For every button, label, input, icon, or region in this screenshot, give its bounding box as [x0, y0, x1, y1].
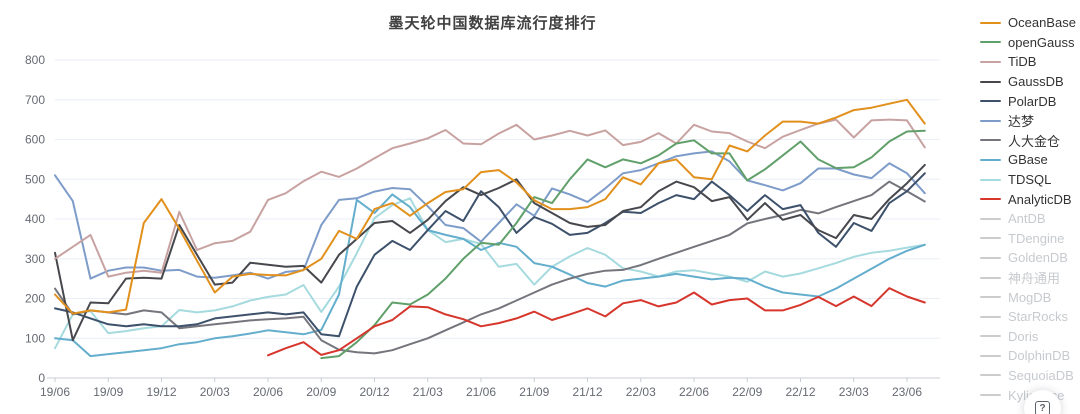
legend-item-openGauss[interactable]: openGauss — [980, 33, 1080, 53]
legend-label: TDSQL — [1008, 172, 1052, 188]
legend-item-达梦[interactable]: 达梦 — [980, 111, 1080, 131]
legend-line-swatch — [980, 354, 1001, 357]
y-axis-tick-label: 0 — [38, 371, 45, 385]
legend-item-TDSQL[interactable]: TDSQL — [980, 170, 1080, 190]
legend-line-swatch — [980, 276, 1001, 279]
legend-line-swatch — [980, 256, 1001, 259]
legend-item-DolphinDB[interactable]: DolphinDB — [980, 346, 1080, 366]
legend-label: PolarDB — [1008, 93, 1057, 109]
legend-line-swatch — [980, 237, 1001, 240]
legend-label: 神舟通用 — [1008, 271, 1061, 287]
series-line-TiDB — [54, 118, 926, 278]
legend-item-TDengine[interactable]: TDengine — [980, 229, 1080, 249]
legend-label: GBase — [1008, 152, 1048, 168]
x-axis-tick-label: 23/06 — [892, 385, 922, 399]
question-mark-icon: ? — [1035, 401, 1050, 414]
legend-line-swatch — [980, 394, 1001, 397]
legend-item-TiDB[interactable]: TiDB — [980, 52, 1080, 72]
legend-item-GoldenDB[interactable]: GoldenDB — [980, 248, 1080, 268]
series-line-达梦 — [54, 150, 926, 280]
y-axis-tick-label: 100 — [25, 331, 45, 345]
series-line-openGauss — [320, 129, 926, 360]
x-axis-tick-label: 19/09 — [93, 385, 123, 399]
x-axis-tick-label: 19/12 — [146, 385, 176, 399]
y-axis-tick-label: 800 — [25, 53, 45, 67]
legend-item-AntDB[interactable]: AntDB — [980, 209, 1080, 229]
x-axis-tick-label: 22/06 — [679, 385, 709, 399]
legend-line-swatch — [980, 119, 1001, 122]
y-axis-tick-label: 200 — [25, 292, 45, 306]
legend-label: Doris — [1008, 328, 1039, 344]
legend-line-swatch — [980, 100, 1001, 103]
x-axis-tick-label: 21/03 — [413, 385, 443, 399]
x-axis-tick-label: 22/03 — [626, 385, 656, 399]
x-axis-tick-label: 22/12 — [785, 385, 815, 399]
legend-item-OceanBase[interactable]: OceanBase — [980, 13, 1080, 33]
x-axis-tick-label: 19/06 — [40, 385, 70, 399]
x-axis-tick-label: 20/03 — [200, 385, 230, 399]
legend-label: OceanBase — [1008, 15, 1076, 31]
series-line-AnalyticDB — [267, 287, 926, 357]
legend-label: SequoiaDB — [1008, 367, 1074, 383]
x-axis-tick-label: 20/12 — [359, 385, 389, 399]
legend-item-AnalyticDB[interactable]: AnalyticDB — [980, 189, 1080, 209]
legend-label: GoldenDB — [1008, 250, 1068, 266]
legend-item-GaussDB[interactable]: GaussDB — [980, 72, 1080, 92]
legend-label: TiDB — [1008, 54, 1037, 70]
legend-line-swatch — [980, 80, 1001, 83]
legend-line-swatch — [980, 178, 1001, 181]
legend-label: openGauss — [1008, 34, 1075, 50]
legend-item-PolarDB[interactable]: PolarDB — [980, 91, 1080, 111]
legend-line-swatch — [980, 198, 1001, 201]
legend-item-人大金仓[interactable]: 人大金仓 — [980, 131, 1080, 151]
legend-line-swatch — [980, 158, 1001, 161]
help-button[interactable]: ? — [1024, 390, 1061, 414]
legend-line-swatch — [980, 41, 1001, 44]
legend-line-swatch — [980, 21, 1001, 24]
legend-label: DolphinDB — [1008, 348, 1071, 364]
legend-item-SequoiaDB[interactable]: SequoiaDB — [980, 366, 1080, 386]
y-axis-tick-label: 700 — [25, 93, 45, 107]
y-axis-tick-label: 500 — [25, 172, 45, 186]
series-line-PolarDB — [54, 172, 926, 338]
legend-label: GaussDB — [1008, 74, 1064, 90]
legend-item-MogDB[interactable]: MogDB — [980, 287, 1080, 307]
legend-label: MogDB — [1008, 289, 1052, 305]
series-line-GBase — [54, 193, 926, 358]
legend-label: 人大金仓 — [1008, 133, 1061, 149]
legend-line-swatch — [980, 60, 1001, 63]
x-axis-tick-label: 23/03 — [839, 385, 869, 399]
series-line-GaussDB — [54, 163, 926, 342]
legend-line-swatch — [980, 315, 1001, 318]
series-line-OceanBase — [54, 98, 926, 315]
legend-label: AnalyticDB — [1008, 191, 1072, 207]
legend-label: StarRocks — [1008, 309, 1068, 325]
legend-label: 达梦 — [1008, 114, 1035, 130]
legend-line-swatch — [980, 296, 1001, 299]
legend-label: TDengine — [1008, 230, 1065, 246]
chart-legend: OceanBase openGauss TiDB GaussDB PolarDB 达梦人大… — [980, 13, 1080, 405]
y-axis-tick-label: 400 — [25, 212, 45, 226]
legend-line-swatch — [980, 374, 1001, 377]
series-line-TDSQL — [54, 197, 926, 350]
legend-item-StarRocks[interactable]: StarRocks — [980, 307, 1080, 327]
x-axis-tick-label: 21/12 — [572, 385, 602, 399]
y-axis-tick-label: 600 — [25, 133, 45, 147]
y-axis-tick-label: 300 — [25, 252, 45, 266]
legend-item-神舟通用[interactable]: 神舟通用 — [980, 268, 1080, 288]
legend-item-GBase[interactable]: GBase — [980, 150, 1080, 170]
legend-line-swatch — [980, 139, 1001, 142]
legend-line-swatch — [980, 217, 1001, 220]
legend-item-Doris[interactable]: Doris — [980, 327, 1080, 347]
x-axis-tick-label: 21/09 — [519, 385, 549, 399]
x-axis-tick-label: 21/06 — [466, 385, 496, 399]
legend-label: AntDB — [1008, 211, 1046, 227]
x-axis-tick-label: 20/06 — [253, 385, 283, 399]
chart-title: 墨天轮中国数据库流行度排行 — [388, 15, 597, 32]
legend-line-swatch — [980, 335, 1001, 338]
x-axis-tick-label: 20/09 — [306, 385, 336, 399]
x-axis-tick-label: 22/09 — [732, 385, 762, 399]
